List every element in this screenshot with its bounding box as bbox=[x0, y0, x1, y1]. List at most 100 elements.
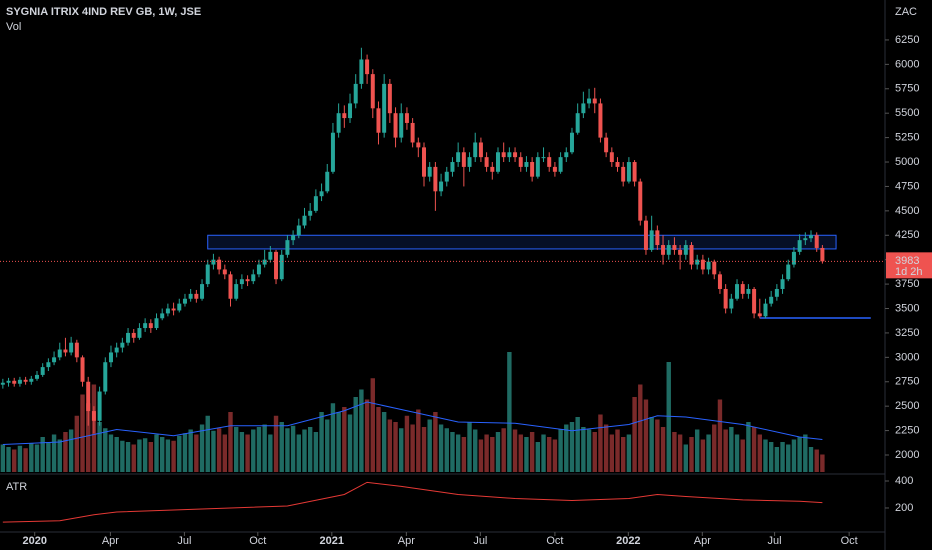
candle-body bbox=[239, 279, 244, 285]
volume-bar bbox=[40, 437, 45, 472]
volume-bar bbox=[592, 432, 597, 472]
candle-body bbox=[336, 113, 341, 133]
volume-bar bbox=[160, 437, 165, 472]
candle-body bbox=[678, 249, 683, 255]
volume-bar bbox=[330, 403, 336, 472]
volume-bar bbox=[46, 442, 51, 472]
candle-body bbox=[592, 98, 597, 104]
volume-bar bbox=[638, 384, 643, 472]
candle-body bbox=[433, 166, 438, 192]
candle-body bbox=[513, 152, 518, 158]
candle-body bbox=[581, 103, 586, 114]
volume-bar bbox=[131, 444, 136, 472]
volume-bar bbox=[347, 414, 353, 472]
volume-bar bbox=[325, 419, 330, 472]
volume-bar bbox=[484, 434, 489, 472]
candle-body bbox=[194, 293, 199, 299]
volume-bar bbox=[575, 417, 580, 472]
volume-bar bbox=[364, 399, 370, 472]
candle-body bbox=[461, 152, 466, 167]
volume-bar bbox=[370, 378, 375, 472]
volume-bar bbox=[768, 442, 774, 472]
candle-body bbox=[399, 113, 404, 138]
candle-body bbox=[325, 171, 330, 192]
volume-bar bbox=[444, 428, 449, 472]
zone bbox=[207, 234, 837, 250]
volume-bar bbox=[51, 434, 57, 472]
candle-body bbox=[143, 323, 148, 329]
volume-bar bbox=[359, 389, 364, 472]
volume-bar bbox=[529, 432, 535, 472]
candle-body bbox=[313, 196, 318, 211]
candle-body bbox=[689, 245, 694, 265]
volume-bar bbox=[256, 427, 262, 472]
y-tick-label: 2250 bbox=[895, 424, 919, 436]
volume-bar bbox=[620, 437, 626, 472]
y-tick-label: 3500 bbox=[895, 302, 919, 314]
y-tick-label: 2750 bbox=[895, 376, 919, 388]
y-tick-label: 5750 bbox=[895, 83, 919, 95]
candle-body bbox=[530, 162, 535, 177]
volume-bar bbox=[211, 430, 216, 472]
volume-bar bbox=[706, 434, 711, 472]
candle-body bbox=[97, 391, 102, 421]
candle-body bbox=[524, 162, 529, 167]
candle-body bbox=[387, 83, 392, 114]
last-price-label: 3983 bbox=[895, 255, 919, 267]
candle-body bbox=[46, 362, 51, 368]
candle-body bbox=[23, 379, 28, 382]
volume-bar bbox=[820, 454, 825, 472]
candle-body bbox=[780, 279, 785, 289]
volume-bar bbox=[740, 439, 745, 472]
candle-body bbox=[188, 293, 193, 299]
candle-body bbox=[547, 157, 552, 167]
candle-body bbox=[484, 157, 489, 167]
volume-bar bbox=[780, 442, 785, 472]
candle-body bbox=[296, 225, 301, 236]
volume-bar bbox=[171, 440, 176, 472]
volume-bar bbox=[125, 442, 131, 472]
volume-bar bbox=[734, 434, 740, 472]
volume-bar bbox=[245, 434, 250, 472]
volume-bar bbox=[376, 407, 381, 472]
x-tick-label: Apr bbox=[694, 535, 711, 547]
candle-body bbox=[348, 103, 353, 119]
candle-body bbox=[0, 382, 5, 385]
candle-body bbox=[683, 245, 688, 255]
volume-bar bbox=[518, 434, 523, 472]
y-tick-label: 4750 bbox=[895, 180, 919, 192]
candle-body bbox=[319, 191, 324, 197]
atr-tick-label: 200 bbox=[895, 502, 913, 514]
y-tick-label: 3000 bbox=[895, 351, 919, 363]
candle-body bbox=[661, 245, 666, 255]
volume-bar bbox=[63, 432, 68, 472]
volume-bar bbox=[57, 439, 62, 472]
volume-bar bbox=[410, 424, 415, 472]
candle-body bbox=[791, 251, 796, 265]
volume-bar bbox=[103, 428, 108, 472]
candle-body bbox=[427, 166, 432, 177]
candle-body bbox=[649, 230, 654, 250]
candle-body bbox=[69, 342, 74, 353]
candle-body bbox=[518, 157, 523, 167]
volume-bar bbox=[23, 448, 28, 472]
x-tick-label: Jul bbox=[768, 535, 782, 547]
candle-body bbox=[450, 162, 455, 172]
volume-bar bbox=[461, 437, 467, 472]
volume-bar bbox=[473, 429, 478, 472]
candle-body bbox=[820, 247, 825, 262]
x-tick-label: Jul bbox=[177, 535, 191, 547]
candle-body bbox=[182, 298, 187, 304]
candle-body bbox=[382, 83, 387, 133]
volume-bar bbox=[814, 449, 819, 472]
candle-body bbox=[809, 235, 814, 239]
volume-bar bbox=[313, 432, 319, 472]
candle-body bbox=[507, 152, 512, 158]
candle-body bbox=[308, 210, 313, 216]
volume-bar bbox=[455, 434, 461, 472]
volume-bar bbox=[672, 432, 677, 472]
y-tick-label: 3750 bbox=[895, 278, 919, 290]
volume-bar bbox=[268, 434, 273, 472]
chart-title: SYGNIA ITRIX 4IND REV GB, 1W, JSE bbox=[6, 6, 201, 18]
